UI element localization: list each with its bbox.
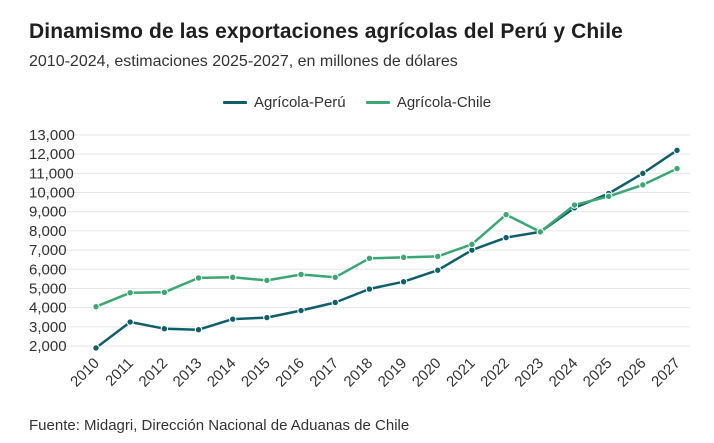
y-tick-label-6000: 6,000 <box>29 261 67 278</box>
x-tick-label-2011: 2011 <box>102 355 137 390</box>
point-chile-2019 <box>399 253 408 262</box>
point-chile-2015 <box>263 276 271 285</box>
x-axis-labels: 2010 201120122013201420152016201720182019… <box>67 355 684 391</box>
chart-subtitle: 2010-2024, estimaciones 2025-2027, en mi… <box>29 53 458 70</box>
point-peru-2019 <box>399 278 408 286</box>
legend-label-peru: Agrícola-Perú <box>253 94 346 111</box>
point-chile-2011 <box>126 288 134 297</box>
point-peru-2018 <box>365 285 374 293</box>
point-chile-2010 <box>92 302 100 311</box>
legend-item-chile: Agrícola-Chile <box>365 94 492 111</box>
point-peru-2027 <box>673 146 681 155</box>
x-tick-label-2020: 2020 <box>409 355 445 391</box>
line-chart: 2,000 3,000 4,000 5,000 6,000 7,000 8,000 9,000… <box>29 127 690 391</box>
point-peru-2011 <box>126 318 134 326</box>
legend-swatch-chile <box>365 101 390 104</box>
point-chile-2020 <box>434 252 442 261</box>
x-tick-label-2017: 2017 <box>306 355 342 391</box>
point-peru-2013 <box>194 325 203 334</box>
point-chile-2012 <box>160 288 169 296</box>
series-peru <box>92 146 681 352</box>
point-peru-2022 <box>502 233 510 242</box>
point-chile-2018 <box>365 254 374 263</box>
x-tick-label-2019: 2019 <box>375 355 411 391</box>
x-tick-label-2018: 2018 <box>341 355 377 391</box>
y-tick-label-5000: 5,000 <box>29 280 67 297</box>
x-tick-label-2022: 2022 <box>477 355 513 391</box>
point-chile-2013 <box>194 274 203 282</box>
x-tick-label-2016: 2016 <box>272 355 308 391</box>
x-tick-label-2023: 2023 <box>512 355 548 391</box>
point-chile-2027 <box>673 164 681 173</box>
series-chile <box>92 164 681 311</box>
x-tick-label-2015: 2015 <box>238 355 274 391</box>
y-gridlines <box>30 134 690 347</box>
x-tick-label-2012: 2012 <box>136 355 172 391</box>
x-tick-label-2024: 2024 <box>546 355 582 391</box>
y-tick-label-12000: 12,000 <box>29 146 75 163</box>
y-tick-label-8000: 8,000 <box>29 223 67 240</box>
point-peru-2020 <box>434 266 442 274</box>
point-peru-2015 <box>263 313 271 322</box>
y-tick-label-9000: 9,000 <box>29 204 67 221</box>
point-chile-2025 <box>604 192 613 201</box>
legend-label-chile: Agrícola-Chile <box>396 94 492 111</box>
point-chile-2024 <box>570 201 579 209</box>
point-peru-2016 <box>297 306 305 315</box>
y-tick-label-3000: 3,000 <box>29 319 67 336</box>
point-peru-2012 <box>160 325 169 333</box>
legend-item-peru: Agrícola-Perú <box>222 94 346 111</box>
x-tick-label-2010: 2010 <box>67 355 103 391</box>
y-tick-label-10000: 10,000 <box>29 185 75 202</box>
point-peru-2014 <box>229 315 237 323</box>
point-peru-2026 <box>639 169 647 178</box>
chart-legend: Agrícola-Perú Agrícola-Chile <box>0 91 714 111</box>
y-tick-label-13000: 13,000 <box>29 127 75 144</box>
point-chile-2026 <box>639 181 647 189</box>
point-chile-2016 <box>297 270 305 279</box>
series-line-chile <box>94 167 679 308</box>
legend-swatch-peru <box>222 101 247 104</box>
y-axis-labels: 2,000 3,000 4,000 5,000 6,000 7,000 8,000 9,000… <box>29 127 75 355</box>
x-tick-label-2021: 2021 <box>443 355 479 391</box>
point-peru-2017 <box>331 298 339 307</box>
x-tick-label-2027: 2027 <box>648 355 684 391</box>
y-tick-label-11000: 11,000 <box>29 165 74 182</box>
chart-title: Dinamismo de las exportaciones agrícolas… <box>29 20 623 43</box>
point-chile-2014 <box>229 273 237 282</box>
chart-source: Fuente: Midagri, Dirección Nacional de A… <box>29 417 410 434</box>
x-tick-label-2013: 2013 <box>170 355 206 391</box>
y-tick-label-7000: 7,000 <box>29 242 67 259</box>
y-tick-label-4000: 4,000 <box>29 300 67 317</box>
y-tick-label-2000: 2,000 <box>29 338 67 355</box>
x-tick-label-2026: 2026 <box>614 355 650 391</box>
x-tick-label-2014: 2014 <box>204 355 240 391</box>
x-tick-label-2025: 2025 <box>580 355 616 391</box>
point-chile-2022 <box>502 210 510 219</box>
series-line-peru <box>94 149 679 350</box>
point-peru-2010 <box>92 344 100 352</box>
point-chile-2021 <box>468 240 476 249</box>
point-chile-2017 <box>331 273 339 282</box>
point-chile-2023 <box>536 228 544 236</box>
